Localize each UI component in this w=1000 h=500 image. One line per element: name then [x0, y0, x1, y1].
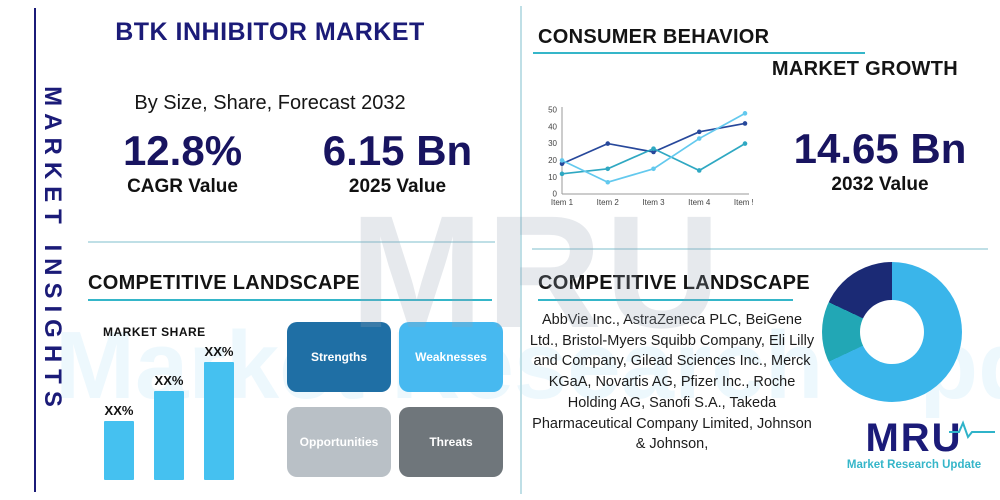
left-horizontal-divider — [88, 241, 495, 243]
bar — [104, 421, 134, 480]
swot-threats: Threats — [399, 407, 503, 477]
mru-logo-tagline: Market Research Update — [846, 459, 982, 471]
donut-hole — [860, 300, 924, 364]
svg-text:Item 1: Item 1 — [551, 198, 574, 207]
value-2025-label: 2025 Value — [348, 176, 447, 198]
vertical-divider — [520, 6, 522, 494]
svg-text:50: 50 — [548, 106, 557, 115]
market-growth-line-chart: 0 10 20 30 40 50 Item 1 Item 2 Item 3 Item 4 Item … — [548, 106, 753, 207]
svg-text:Item 5: Item 5 — [734, 198, 753, 207]
value-2032: 14.65 Bn — [793, 125, 967, 172]
mru-logo: MRU Market Research Update — [838, 416, 995, 471]
svg-text:20: 20 — [548, 156, 557, 165]
page-subtitle: By Size, Share, Forecast 2032 — [134, 92, 406, 114]
bar-value-label: XX% — [154, 373, 184, 388]
competitive-landscape-right-heading: COMPETITIVE LANDSCAPE — [538, 272, 810, 294]
market-share-bar: XX% — [103, 403, 135, 480]
market-growth-heading: MARKET GROWTH — [771, 58, 958, 80]
consumer-behavior-heading: CONSUMER BEHAVIOR — [538, 26, 770, 48]
market-share-label: MARKET SHARE — [103, 325, 206, 339]
swot-strengths: Strengths — [287, 322, 391, 392]
bar — [204, 362, 234, 480]
right-horizontal-divider — [532, 248, 988, 250]
heartbeat-pulse-icon — [948, 420, 995, 440]
swot-weaknesses: Weaknesses — [399, 322, 503, 392]
svg-text:Item 3: Item 3 — [642, 198, 665, 207]
consumer-behavior-underline — [533, 52, 865, 54]
competitive-landscape-left-heading: COMPETITIVE LANDSCAPE — [88, 272, 360, 294]
value-2032-label: 2032 Value — [831, 174, 929, 196]
svg-text:30: 30 — [548, 139, 557, 148]
market-share-bar-chart: XX% XX% XX% — [103, 344, 273, 480]
cagr-label: CAGR Value — [127, 176, 238, 198]
svg-text:40: 40 — [548, 122, 557, 131]
svg-text:Item 4: Item 4 — [688, 198, 711, 207]
market-insights-vertical-label: MARKET INSIGHTS — [39, 86, 66, 414]
bar-value-label: XX% — [204, 344, 234, 359]
svg-text:0: 0 — [553, 190, 558, 199]
competitive-share-donut-chart — [822, 262, 962, 402]
value-2025-stat: 6.15 Bn 2025 Value — [310, 127, 485, 198]
left-rail-divider — [34, 8, 36, 492]
svg-text:10: 10 — [548, 173, 557, 182]
competitive-landscape-left-underline — [88, 299, 492, 301]
page-title: BTK INHIBITOR MARKET — [115, 18, 425, 46]
swot-opportunities: Opportunities — [287, 407, 391, 477]
value-2025: 6.15 Bn — [322, 127, 473, 174]
cagr-value: 12.8% — [122, 127, 243, 174]
competitive-landscape-right-underline — [538, 299, 793, 301]
bar-value-label: XX% — [104, 403, 134, 418]
bar — [154, 391, 184, 480]
mru-logo-row: MRU — [865, 416, 995, 460]
swot-grid: Strengths Weaknesses Opportunities Threats — [287, 322, 503, 477]
market-share-bar: XX% — [203, 344, 235, 480]
companies-list: AbbVie Inc., AstraZeneca PLC, BeiGene Lt… — [529, 312, 815, 453]
market-share-bar: XX% — [153, 373, 185, 480]
svg-text:Item 2: Item 2 — [597, 198, 620, 207]
value-2032-stat: 14.65 Bn 2032 Value — [790, 125, 970, 196]
mru-logo-text: MRU — [865, 416, 963, 460]
cagr-stat: 12.8% CAGR Value — [95, 127, 270, 198]
